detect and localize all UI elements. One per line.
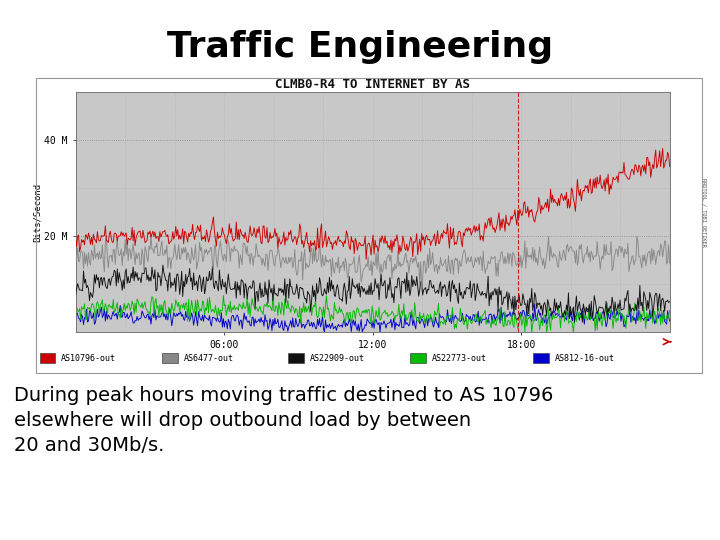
Title: CLMB0-R4 TO INTERNET BY AS: CLMB0-R4 TO INTERNET BY AS	[275, 78, 470, 91]
Text: AS22909-out: AS22909-out	[310, 354, 364, 362]
Y-axis label: Bits/Second: Bits/Second	[32, 183, 42, 241]
Text: AS812-16-out: AS812-16-out	[554, 354, 614, 362]
Text: AS6477-out: AS6477-out	[184, 354, 233, 362]
Text: AS22773-out: AS22773-out	[432, 354, 487, 362]
Text: Traffic Engineering: Traffic Engineering	[167, 30, 553, 64]
Text: During peak hours moving traffic destined to AS 10796
elsewhere will drop outbou: During peak hours moving traffic destine…	[14, 386, 554, 455]
Text: RRDTOOL / TOBI OETIKER: RRDTOOL / TOBI OETIKER	[702, 178, 706, 246]
Text: AS10796-out: AS10796-out	[61, 354, 116, 362]
